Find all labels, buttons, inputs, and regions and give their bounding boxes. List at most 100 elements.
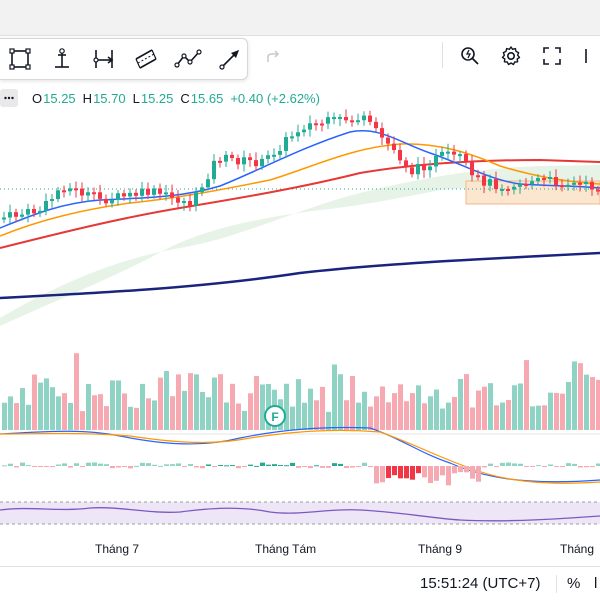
- macd-histogram-bar: [14, 466, 19, 468]
- volume-bar: [104, 406, 109, 430]
- fullscreen-icon[interactable]: [538, 42, 566, 70]
- macd-histogram-bar: [542, 466, 547, 467]
- macd-histogram-bar: [248, 464, 253, 466]
- change-value: +0.40 (+2.62%): [230, 90, 320, 106]
- candle-body: [26, 209, 30, 215]
- macd-histogram-bar: [488, 463, 493, 466]
- macd-histogram-bar: [482, 466, 487, 468]
- macd-histogram-bar: [116, 466, 121, 468]
- candle-body: [410, 167, 414, 175]
- volume-bar: [446, 402, 451, 430]
- parallel-channel-tool-icon[interactable]: [130, 43, 162, 75]
- path-tool-icon[interactable]: [172, 43, 204, 75]
- macd-histogram-bar: [266, 464, 271, 466]
- zoom-settings-icon[interactable]: [456, 42, 484, 70]
- candle-body: [278, 150, 282, 155]
- collapse-legend-icon[interactable]: [0, 89, 18, 107]
- candle-body: [260, 158, 264, 167]
- macd-histogram-bar: [566, 463, 571, 466]
- anchored-text-tool-icon[interactable]: [46, 43, 78, 75]
- macd-histogram-bar: [404, 466, 409, 479]
- candle-body: [338, 116, 342, 119]
- time-axis[interactable]: Tháng 7 Tháng Tám Tháng 9 Tháng: [0, 532, 600, 562]
- volume-bar: [122, 393, 127, 430]
- macd-histogram-bar: [2, 465, 7, 467]
- candle-body: [188, 201, 192, 206]
- volume-bar: [554, 392, 559, 430]
- candle-body: [494, 179, 498, 190]
- candle-body: [374, 121, 378, 129]
- high-value: 15.70: [93, 90, 126, 106]
- date-range-tool-icon[interactable]: [88, 43, 120, 75]
- candle-body: [194, 192, 198, 206]
- volume-bar: [194, 374, 199, 430]
- volume-bar: [290, 406, 295, 430]
- macd-histogram-bar: [80, 466, 85, 467]
- candle-body: [92, 192, 96, 195]
- candle-body: [56, 190, 60, 200]
- candle-body: [140, 188, 144, 196]
- event-marker-f[interactable]: [264, 405, 286, 427]
- volume-bar: [524, 360, 529, 430]
- candle-body: [506, 188, 510, 191]
- macd-histogram-bar: [62, 463, 67, 466]
- candle-body: [146, 188, 150, 195]
- clock-time[interactable]: 15:51:24 (UTC+7): [420, 575, 541, 592]
- macd-histogram-bar: [38, 466, 43, 467]
- macd-histogram-bar: [320, 466, 325, 468]
- candle-body: [332, 117, 336, 120]
- volume-bar: [50, 387, 55, 430]
- rectangle-tool-icon[interactable]: [4, 43, 36, 75]
- candle-body: [224, 154, 228, 162]
- macd-histogram-bar: [446, 466, 451, 486]
- volume-bar: [110, 380, 115, 430]
- candle-body: [206, 179, 210, 188]
- volume-bar: [266, 383, 271, 430]
- screenshot-icon[interactable]: [578, 42, 600, 70]
- macd-histogram-bar: [296, 466, 301, 468]
- volume-bar: [260, 384, 265, 430]
- macd-histogram-bar: [410, 466, 415, 480]
- arrow-tool-icon[interactable]: [214, 43, 246, 75]
- macd-histogram-bar: [596, 463, 600, 466]
- candle-body: [290, 136, 294, 139]
- candle-body: [218, 160, 222, 163]
- gear-icon[interactable]: [497, 42, 525, 70]
- candle-body: [242, 157, 246, 165]
- volume-bar: [212, 377, 217, 430]
- volume-bar: [470, 407, 475, 430]
- macd-histogram-bar: [8, 463, 13, 466]
- macd-histogram-bar: [194, 466, 199, 468]
- volume-bar: [398, 384, 403, 430]
- macd-histogram-bar: [206, 464, 211, 466]
- candle-body: [488, 179, 492, 186]
- candle-body: [32, 209, 36, 214]
- volume-bar: [416, 385, 421, 430]
- axis-label-next: Tháng: [560, 542, 595, 556]
- volume-bar: [548, 392, 553, 430]
- price-chart[interactable]: F: [0, 108, 600, 532]
- volume-bar: [542, 405, 547, 430]
- macd-histogram-bar: [104, 464, 109, 466]
- volume-bar: [8, 396, 13, 430]
- macd-histogram-bar: [140, 462, 145, 466]
- macd-histogram-bar: [278, 464, 283, 466]
- percent-toggle[interactable]: %: [567, 575, 581, 592]
- volume-bar: [20, 388, 25, 430]
- candle-body: [398, 150, 402, 161]
- volume-bar: [368, 406, 373, 430]
- candle-body: [236, 157, 240, 165]
- volume-bar: [56, 396, 61, 430]
- macd-histogram-bar: [518, 463, 523, 466]
- macd-histogram-bar: [356, 466, 361, 467]
- candle-body: [350, 120, 354, 123]
- macd-histogram-bar: [452, 466, 457, 474]
- redo-icon[interactable]: [262, 46, 284, 68]
- volume-bar: [512, 385, 517, 430]
- log-toggle[interactable]: l: [594, 575, 598, 592]
- macd-histogram-bar: [272, 464, 277, 466]
- candle-body: [110, 200, 114, 204]
- candle-body: [74, 188, 78, 191]
- volume-bar: [386, 402, 391, 430]
- candle-body: [296, 132, 300, 137]
